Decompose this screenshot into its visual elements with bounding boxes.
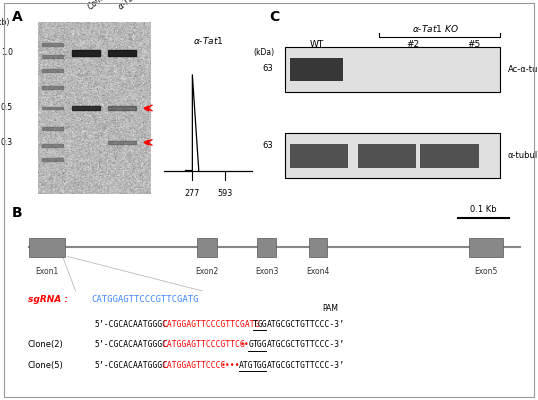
Text: CATGGAGTTCCCGTTCG: CATGGAGTTCCCGTTCG: [162, 340, 245, 349]
Text: α-tubulin: α-tubulin: [508, 151, 538, 160]
Text: sgRNA :: sgRNA :: [27, 295, 67, 304]
Bar: [309, 238, 327, 256]
Bar: [108, 141, 136, 144]
Text: Control: Control: [86, 0, 113, 12]
Text: CATGGAGTTCCCC: CATGGAGTTCCCC: [162, 361, 226, 370]
Text: ATGCGCTGTTCCC-3’: ATGCGCTGTTCCC-3’: [266, 340, 344, 349]
Text: CATGGAGTTCCCGTTCGATG: CATGGAGTTCCCGTTCGATG: [91, 295, 199, 304]
Bar: [42, 127, 62, 130]
Bar: [289, 58, 343, 81]
Bar: [108, 106, 136, 110]
Text: A: A: [12, 10, 23, 24]
Text: TGG: TGG: [253, 340, 267, 349]
Bar: [197, 238, 217, 256]
Bar: [42, 144, 62, 147]
Text: G: G: [249, 340, 253, 349]
Text: ••: ••: [239, 340, 249, 349]
Text: WT: WT: [309, 40, 323, 49]
Text: GG: GG: [257, 320, 267, 329]
Text: Exon4: Exon4: [307, 267, 330, 276]
Bar: [357, 144, 416, 168]
Text: Exon2: Exon2: [196, 267, 219, 276]
Text: ATGCGCTGTTCCC-3’: ATGCGCTGTTCCC-3’: [266, 361, 344, 370]
Text: Exon5: Exon5: [475, 267, 498, 276]
Text: 1.0: 1.0: [1, 48, 13, 58]
Bar: [285, 47, 500, 92]
Text: 63: 63: [262, 142, 273, 150]
Text: PAM: PAM: [322, 304, 338, 313]
Text: Exon1: Exon1: [36, 267, 59, 276]
Bar: [42, 158, 62, 161]
Text: Clone(5): Clone(5): [27, 361, 63, 370]
Text: 277: 277: [185, 189, 200, 198]
Bar: [289, 144, 348, 168]
Bar: [108, 50, 136, 56]
Text: 0.1 Kb: 0.1 Kb: [470, 205, 497, 214]
Text: 0.3: 0.3: [1, 138, 13, 147]
Text: 5’-CGCACAATGGGC: 5’-CGCACAATGGGC: [95, 320, 168, 329]
Text: 0.5: 0.5: [1, 104, 13, 112]
Bar: [72, 106, 100, 110]
Text: ••••: ••••: [221, 361, 240, 370]
Text: Clone(2): Clone(2): [27, 340, 63, 349]
Text: ATGCGCTGTTCCC-3’: ATGCGCTGTTCCC-3’: [266, 320, 344, 329]
Text: 63: 63: [262, 64, 273, 73]
Bar: [469, 238, 503, 256]
Bar: [72, 50, 100, 56]
Text: 593: 593: [217, 189, 232, 198]
Bar: [42, 55, 62, 58]
Text: Exon3: Exon3: [255, 267, 278, 276]
Text: C: C: [269, 10, 279, 24]
Bar: [421, 144, 479, 168]
Text: (kDa): (kDa): [253, 48, 274, 57]
Bar: [42, 69, 62, 72]
Text: #2: #2: [407, 40, 420, 49]
Text: ATG: ATG: [239, 361, 254, 370]
Text: $\alpha$-$Tat1$: $\alpha$-$Tat1$: [115, 0, 141, 12]
Bar: [257, 238, 277, 256]
Text: Ac-α-tubulin: Ac-α-tubulin: [508, 65, 538, 74]
Bar: [285, 133, 500, 178]
Text: $\alpha$-$Tat1$: $\alpha$-$Tat1$: [193, 35, 224, 46]
Bar: [42, 43, 62, 46]
Text: (kb): (kb): [0, 18, 10, 26]
Bar: [42, 86, 62, 89]
Text: 5’-CGCACAATGGGC: 5’-CGCACAATGGGC: [95, 361, 168, 370]
Text: #5: #5: [467, 40, 480, 49]
Text: 5’-CGCACAATGGGC: 5’-CGCACAATGGGC: [95, 340, 168, 349]
Text: T: T: [253, 320, 258, 329]
Bar: [29, 238, 65, 256]
Text: B: B: [12, 206, 23, 220]
Bar: [42, 107, 62, 109]
Text: TGG: TGG: [253, 361, 267, 370]
Text: CATGGAGTTCCCGTTCGATG: CATGGAGTTCCCGTTCGATG: [162, 320, 260, 329]
Text: $\alpha$-$Tat1$ KO: $\alpha$-$Tat1$ KO: [412, 23, 458, 34]
